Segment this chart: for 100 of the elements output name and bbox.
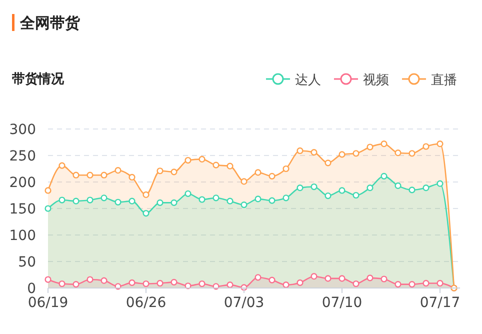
point <box>212 162 220 168</box>
point <box>394 150 402 156</box>
point <box>58 196 66 204</box>
point <box>282 194 290 202</box>
y-tick-label: 150 <box>9 202 36 218</box>
chart-subtitle: 带货情况 <box>12 71 65 87</box>
point <box>72 172 80 178</box>
point <box>58 162 66 169</box>
y-tick-label: 250 <box>9 148 36 164</box>
point <box>128 279 136 286</box>
point <box>268 172 276 180</box>
point <box>352 192 360 199</box>
y-tick-label: 200 <box>9 175 36 191</box>
point <box>296 279 304 286</box>
point <box>226 198 234 204</box>
point <box>114 167 122 174</box>
x-tick-label: 06/19 <box>28 295 68 311</box>
point <box>240 178 248 185</box>
point <box>254 196 262 202</box>
point <box>86 276 94 283</box>
point <box>86 196 94 204</box>
point <box>254 169 262 176</box>
point <box>156 199 164 206</box>
point <box>198 196 206 203</box>
point <box>44 205 52 212</box>
point <box>142 210 150 217</box>
legend-label: 达人 <box>295 73 321 88</box>
point <box>352 280 360 288</box>
point <box>394 182 402 190</box>
point <box>422 184 430 192</box>
point <box>408 150 416 157</box>
point <box>324 160 332 166</box>
point <box>310 183 318 190</box>
point <box>128 174 136 181</box>
y-tick-label: 100 <box>9 228 36 244</box>
y-tick-label: 50 <box>18 254 36 270</box>
point <box>142 280 150 288</box>
point <box>408 186 416 194</box>
x-tick-label: 07/17 <box>420 295 460 311</box>
y-tick-label: 300 <box>9 122 36 138</box>
point <box>366 274 374 282</box>
point <box>198 156 206 163</box>
point <box>198 280 206 288</box>
point <box>142 191 150 198</box>
point <box>72 198 80 204</box>
point <box>324 192 332 200</box>
point <box>338 151 346 158</box>
x-tick-label: 07/10 <box>322 295 362 311</box>
point <box>170 278 178 286</box>
chart-title: 全网带货 <box>19 14 81 32</box>
point <box>296 147 304 154</box>
point <box>114 198 122 206</box>
x-tick-label: 06/26 <box>126 295 166 311</box>
legend-label: 直播 <box>431 73 457 88</box>
point <box>156 280 164 287</box>
point <box>156 168 164 174</box>
point <box>394 280 402 288</box>
point <box>226 282 234 288</box>
point <box>184 156 192 164</box>
point <box>408 280 416 288</box>
point <box>338 275 346 282</box>
point <box>380 276 388 282</box>
point <box>128 198 136 204</box>
point <box>100 194 108 202</box>
point <box>436 180 444 187</box>
point <box>86 172 94 178</box>
point <box>436 140 444 148</box>
point <box>100 277 108 284</box>
point <box>380 172 388 180</box>
point <box>100 172 108 178</box>
point <box>58 280 66 288</box>
point <box>422 143 430 150</box>
point <box>240 201 248 208</box>
point <box>254 274 262 281</box>
point <box>212 194 220 202</box>
point <box>282 165 290 172</box>
point <box>268 197 276 204</box>
point <box>268 276 276 284</box>
point <box>436 280 444 287</box>
x-tick-label: 07/03 <box>224 295 264 311</box>
point <box>380 140 388 148</box>
point <box>310 149 318 156</box>
y-tick-label: 0 <box>27 281 36 297</box>
point <box>184 190 192 197</box>
point <box>338 187 346 194</box>
point <box>44 276 52 283</box>
point <box>170 199 178 206</box>
point <box>310 273 318 280</box>
point <box>72 280 80 288</box>
point <box>422 280 430 287</box>
point <box>44 187 52 194</box>
point <box>296 184 304 192</box>
point <box>366 184 374 192</box>
point <box>324 275 332 282</box>
point <box>226 162 234 170</box>
point <box>366 144 374 150</box>
point <box>170 168 178 176</box>
legend-label: 视频 <box>363 73 389 88</box>
point <box>282 282 290 288</box>
point <box>352 150 360 157</box>
